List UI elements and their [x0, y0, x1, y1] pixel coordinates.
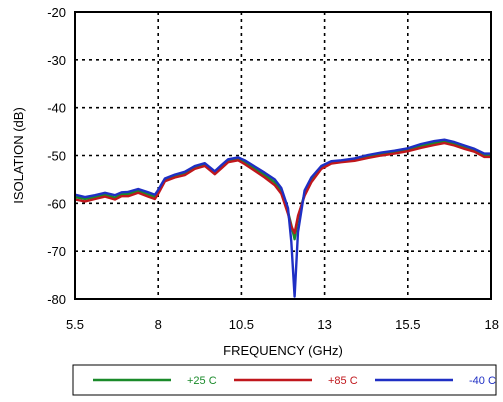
- y-axis-title: ISOLATION (dB): [11, 107, 26, 204]
- series-line: [74, 141, 491, 235]
- grid: [75, 12, 491, 299]
- y-tick-label: -30: [47, 53, 66, 68]
- x-tick-label: 5.5: [66, 317, 84, 332]
- legend-label: -40 C: [469, 375, 496, 387]
- series-line: [74, 140, 491, 241]
- tick-labels: -80 -70 -60 -50 -40 -30 -20 5.5 8 10.5 13 15.5 18: [47, 5, 499, 332]
- legend: +25 C +85 C -40 C: [72, 364, 497, 396]
- x-tick-label: 15.5: [395, 317, 420, 332]
- y-tick-label: -20: [47, 5, 66, 20]
- x-axis-title: FREQUENCY (GHz): [223, 343, 343, 358]
- x-tick-label: 13: [317, 317, 331, 332]
- x-tick-label: 10.5: [229, 317, 254, 332]
- plot-lines: [74, 138, 491, 298]
- y-tick-label: -60: [47, 196, 66, 211]
- y-tick-label: -80: [47, 292, 66, 307]
- legend-label: +85 C: [328, 375, 358, 387]
- legend-label: +25 C: [187, 375, 217, 387]
- y-tick-label: -40: [47, 101, 66, 116]
- series-line: [74, 138, 491, 298]
- y-tick-label: -70: [47, 244, 66, 259]
- plot-frame: [74, 11, 492, 300]
- x-tick-label: 18: [485, 317, 499, 332]
- x-tick-label: 8: [155, 317, 162, 332]
- y-tick-label: -50: [47, 149, 66, 164]
